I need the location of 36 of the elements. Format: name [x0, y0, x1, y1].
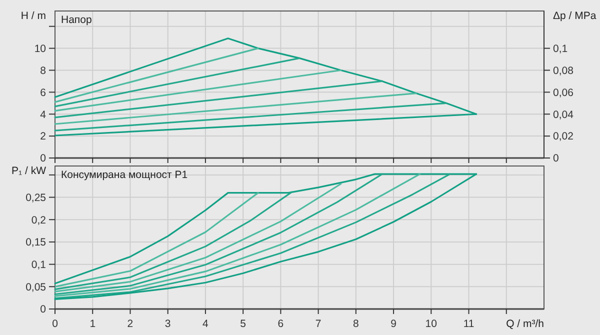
y-tick-label: 8 — [40, 64, 46, 77]
y2-tick-label: 0,06 — [553, 86, 574, 99]
y2-tick-label: 0,1 — [553, 42, 568, 55]
x-axis-title: Q / m³/h — [506, 318, 544, 330]
x-tick-label: 4 — [202, 318, 209, 330]
y2-tick-label: 0 — [553, 152, 559, 165]
x-tick-label: 7 — [315, 318, 322, 330]
y-tick-label: 2 — [40, 130, 46, 143]
chart-title: Напор — [61, 14, 92, 26]
y2-tick-label: 0,04 — [553, 108, 574, 121]
y-tick-label: 0,1 — [31, 258, 46, 271]
chart-title: Консумирана мощност P1 — [61, 169, 188, 181]
x-tick-label: 1 — [90, 318, 96, 330]
y-tick-label: 0 — [40, 152, 46, 165]
x-tick-label: 3 — [164, 318, 171, 330]
x-tick-label: 11 — [463, 318, 474, 330]
y-axis-title: H / m — [20, 10, 46, 22]
y-tick-label: 0,15 — [26, 236, 46, 249]
y-tick-label: 0,05 — [26, 281, 46, 294]
y2-tick-label: 0,08 — [553, 64, 574, 77]
y-tick-label: 6 — [40, 86, 46, 99]
x-tick-label: 8 — [353, 318, 359, 330]
y-tick-label: 4 — [40, 108, 46, 121]
y-tick-label: 0,2 — [31, 214, 46, 226]
y-tick-label: 0 — [40, 304, 46, 316]
y2-axis-title: Δp / MPa — [553, 10, 596, 22]
y-tick-label: 0,25 — [26, 192, 46, 204]
x-tick-label: 9 — [390, 318, 397, 330]
x-tick-label: 6 — [278, 318, 284, 330]
x-tick-label: 10 — [425, 318, 438, 330]
y2-tick-label: 0,02 — [553, 130, 574, 143]
y-tick-label: 10 — [34, 42, 46, 55]
y-axis-title: P₁ / kW — [12, 165, 46, 177]
x-tick-label: 0 — [52, 318, 58, 330]
x-tick-label: 5 — [240, 318, 246, 330]
x-tick-label: 2 — [127, 318, 134, 330]
